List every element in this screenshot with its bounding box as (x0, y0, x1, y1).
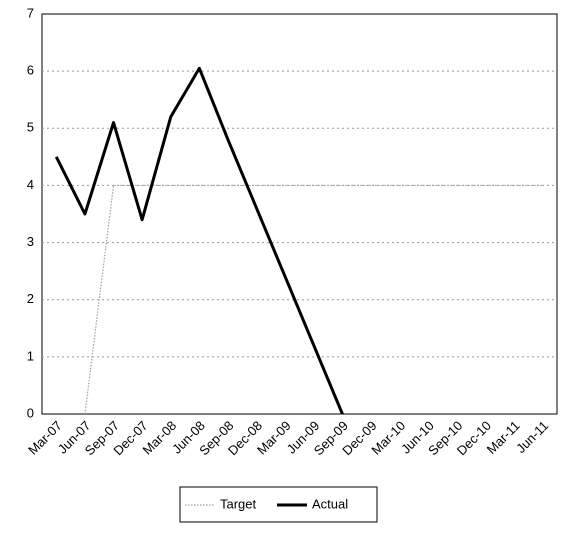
legend: Target Actual (179, 486, 378, 523)
y-tick-label: 7 (27, 5, 34, 20)
plot-area (41, 13, 558, 415)
x-tick-label: Mar-11 (484, 418, 523, 457)
y-tick-label: 4 (27, 177, 34, 192)
y-tick-label: 1 (27, 348, 34, 363)
y-tick-label: 6 (27, 63, 34, 78)
y-tick-label: 3 (27, 234, 34, 249)
y-tick-label: 0 (27, 405, 34, 420)
legend-label: Target (220, 496, 257, 511)
y-tick-label: 5 (27, 120, 34, 135)
x-tick-label: Mar-07 (25, 418, 65, 458)
x-tick-label: Jun-11 (513, 418, 551, 456)
series-line (54, 66, 344, 415)
legend-label: Actual (312, 496, 348, 511)
series-line (84, 184, 543, 415)
y-tick-label: 2 (27, 291, 34, 306)
